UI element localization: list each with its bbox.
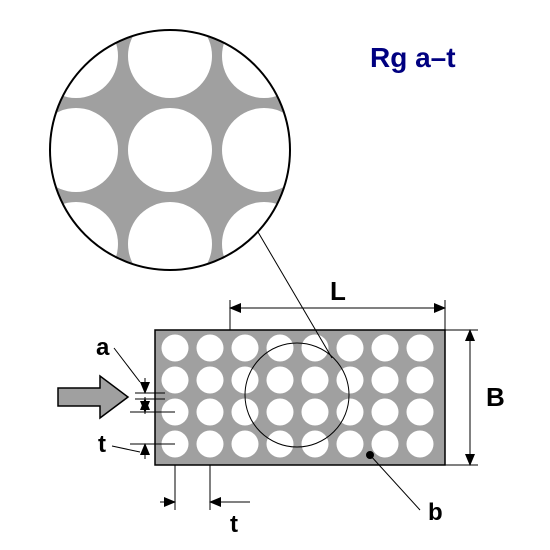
label-b: b [428,499,443,526]
label-L: L [330,276,346,306]
diagram-canvas: L B a t t b [0,0,550,550]
label-a: a [96,334,110,361]
label-t-left: t [98,431,106,458]
diagram-title: Rg a–t [370,42,456,74]
perforated-plate [155,330,445,465]
thickness-arrow-icon [58,376,128,418]
dimension-t-bottom [160,465,250,510]
label-B: B [486,382,505,412]
label-t-bottom: t [230,511,238,538]
dimension-B [445,330,478,465]
